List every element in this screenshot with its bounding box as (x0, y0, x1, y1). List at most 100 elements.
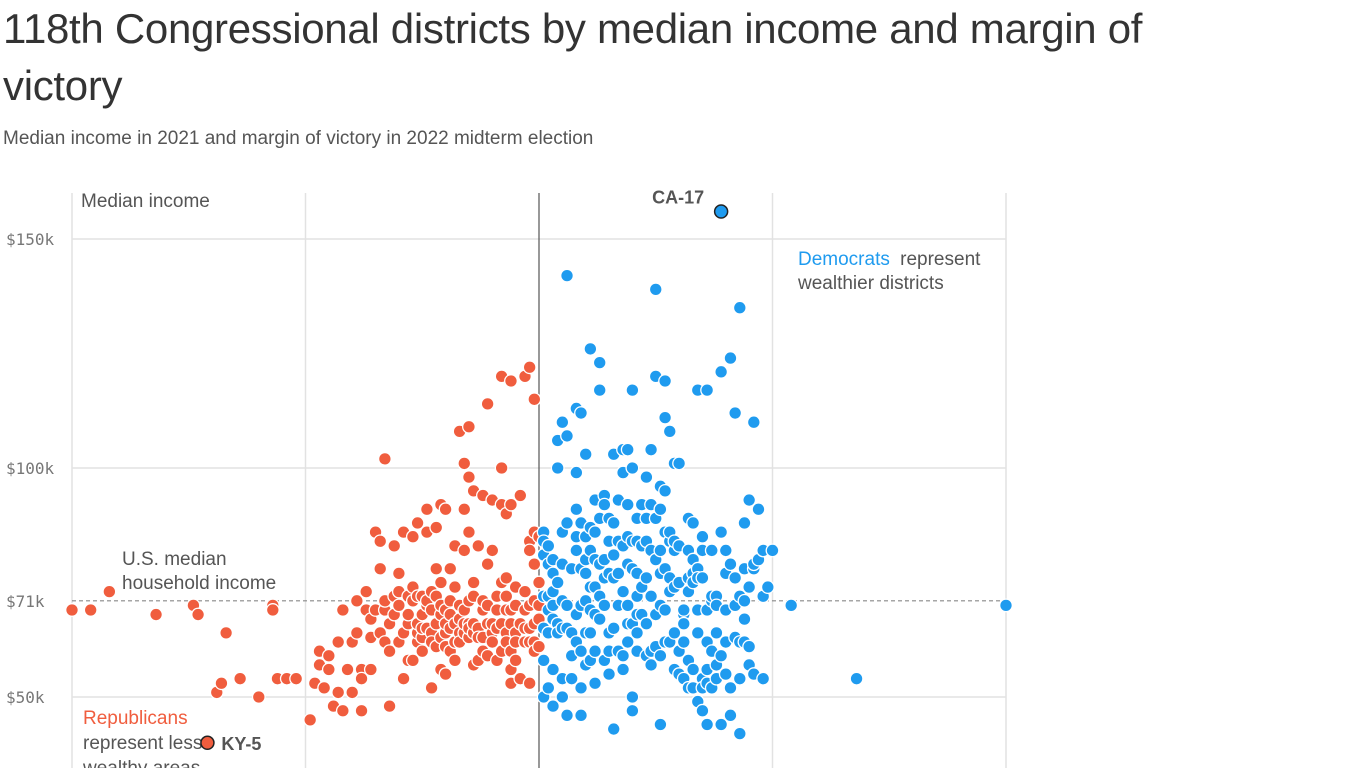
republican-point (321, 648, 336, 663)
democrat-point (653, 648, 668, 663)
republican-point (429, 520, 444, 535)
democrat-point (672, 456, 687, 471)
democrat-point (574, 406, 588, 420)
republican-point (433, 575, 448, 590)
republican-point (527, 557, 542, 572)
republican-point (499, 570, 514, 585)
democrat-point (732, 671, 747, 686)
democrat-point (560, 598, 574, 613)
democrat-point (644, 442, 659, 457)
republican-point (424, 680, 439, 695)
democrat-point (756, 671, 771, 686)
republican-point (513, 488, 528, 503)
democrat-point (569, 543, 584, 558)
democrat-point (723, 680, 738, 695)
republican-point (462, 419, 476, 434)
democrat-point (564, 671, 579, 686)
democrat-point (578, 566, 593, 581)
democrat-point (560, 268, 574, 283)
republican-point (429, 561, 444, 576)
democrat-point (574, 708, 588, 723)
dem-annotation-rest: represent (900, 249, 981, 270)
republican-point (447, 580, 462, 595)
republican-point (340, 662, 355, 677)
y-axis-ticks: $50k $71k $100k $150k (6, 230, 55, 707)
democrat-point (742, 493, 757, 508)
republican-point (471, 538, 486, 553)
democrat-point (690, 625, 705, 640)
democrat-point (723, 708, 738, 723)
republican-point (391, 598, 406, 613)
republican-point (518, 584, 532, 599)
democrat-point (648, 282, 663, 297)
democrat-point (709, 625, 724, 640)
democrat-point (620, 442, 635, 457)
democrat-point (625, 703, 640, 718)
democrat-point (620, 497, 635, 512)
democrat-point (588, 525, 602, 540)
democrat-point (732, 300, 747, 315)
point-label: KY-5 (221, 734, 261, 754)
democrat-point (658, 603, 673, 617)
republican-point (457, 543, 472, 558)
democrat-point (546, 662, 560, 677)
democrat-point (616, 648, 631, 663)
democrat-point (616, 662, 631, 677)
democrat-point (606, 722, 621, 737)
republican-point (522, 360, 537, 375)
democrat-point (676, 635, 691, 649)
democrat-point (616, 584, 631, 599)
republican-point (466, 575, 481, 590)
democrat-point (760, 580, 775, 595)
republican-point (438, 667, 453, 682)
dem-annotation-line2: wealthier districts (797, 273, 944, 294)
democrat-point (555, 415, 570, 430)
democrat-point (583, 625, 598, 640)
republican-point (410, 516, 425, 530)
republican-point (233, 671, 248, 686)
republican-point (321, 662, 336, 677)
republican-point (532, 575, 546, 590)
republican-point (508, 653, 523, 668)
republican-point (377, 451, 392, 466)
democrat-point (550, 461, 565, 475)
chart-title: 118th Congressional districts by median … (3, 5, 1143, 109)
republican-point (480, 396, 495, 411)
y-tick-label: $50k (6, 688, 45, 707)
democrat-point (700, 383, 715, 398)
democrat-point (728, 570, 743, 585)
democrat-point (644, 589, 659, 604)
democrat-point (695, 529, 710, 544)
republican-point (447, 653, 462, 668)
democrat-point (578, 447, 593, 462)
democrat-point (597, 598, 612, 613)
republican-point (214, 676, 229, 691)
democrat-point (611, 566, 626, 581)
republican-point (335, 703, 350, 718)
republican-point (251, 690, 266, 704)
democrat-point (560, 708, 574, 723)
democrat-point (625, 383, 640, 398)
democrat-point (746, 415, 761, 430)
y-tick-label: $71k (6, 592, 45, 611)
democrat-point (695, 570, 710, 585)
republican-point (527, 392, 542, 407)
democrat-point (583, 341, 598, 356)
republican-point (354, 671, 369, 686)
democrat-point (597, 497, 612, 512)
median-label-line2: household income (122, 573, 276, 594)
y-tick-label: $100k (6, 459, 55, 478)
democrat-point (541, 538, 556, 553)
democrat-point (718, 543, 733, 558)
labeled-point (713, 204, 729, 219)
republican-point (419, 502, 434, 517)
democrat-point (686, 516, 701, 530)
chart-subtitle: Median income in 2021 and margin of vict… (3, 128, 594, 149)
republican-point (480, 557, 495, 572)
republican-point (382, 644, 397, 659)
rep-annotation-line3: wealthy areas (82, 758, 200, 768)
rep-annotation-highlight: Republicans (83, 708, 188, 729)
republican-point (405, 653, 420, 668)
democrat-point (676, 603, 691, 617)
democrat-point (751, 502, 766, 517)
